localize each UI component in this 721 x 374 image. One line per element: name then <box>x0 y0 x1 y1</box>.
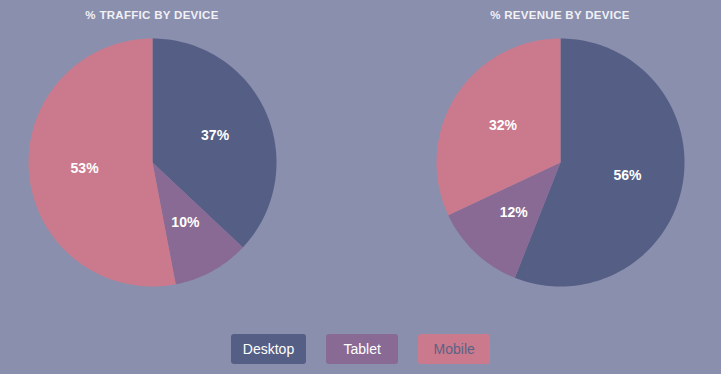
html-text:Tablet: Tablet <box>343 341 381 357</box>
html-text:Desktop: Desktop <box>242 341 295 357</box>
svg-text:10%: 10% <box>171 214 200 230</box>
svg-text:37%: 37% <box>201 127 230 143</box>
html-text:% TRAFFIC BY DEVICE: % TRAFFIC BY DEVICE <box>85 9 219 21</box>
svg-text:32%: 32% <box>489 117 518 133</box>
svg-text:12%: 12% <box>500 204 529 220</box>
html-text:Mobile: Mobile <box>433 341 475 357</box>
html-text:% REVENUE BY DEVICE: % REVENUE BY DEVICE <box>490 9 630 21</box>
svg-text:53%: 53% <box>71 160 100 176</box>
svg-text:56%: 56% <box>613 167 642 183</box>
